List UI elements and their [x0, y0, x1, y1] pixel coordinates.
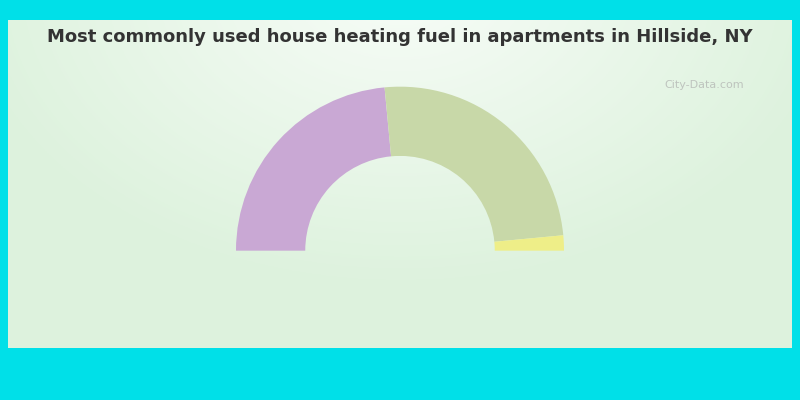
- Wedge shape: [236, 87, 391, 251]
- Wedge shape: [494, 235, 564, 251]
- Text: Most commonly used house heating fuel in apartments in Hillside, NY: Most commonly used house heating fuel in…: [47, 28, 753, 46]
- Text: City-Data.com: City-Data.com: [664, 80, 744, 90]
- Wedge shape: [385, 87, 563, 242]
